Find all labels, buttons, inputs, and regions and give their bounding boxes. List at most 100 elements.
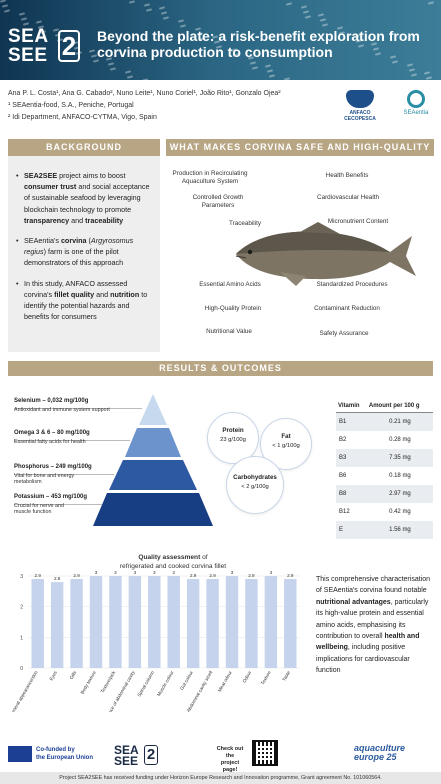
pyramid-divider [14,504,102,505]
bar-value-label: 3 [95,570,98,575]
omega-label: Omega 3 & 6 – 80 mg/100g Essential fatty … [14,430,90,445]
x-tick-label: Muscle colour [156,670,175,697]
bar [245,579,258,668]
qr-code-icon[interactable] [252,740,278,766]
x-tick-label: Spinal column [136,670,155,698]
benefit-ras: Production in Recirculating Aquaculture … [172,170,248,185]
vitamin-amount: 0.18 mg [389,472,411,479]
benefit-nutrition: Nutritional Value [206,328,252,335]
x-tick-label: Meat odour [217,670,233,693]
benefit-safety: Safety Assurance [319,330,369,337]
amount-col-header: Amount per 100 g [366,400,433,413]
vitamin-name: B3 [336,448,367,467]
y-tick-label: 0 [20,666,23,672]
vitamin-name: B12 [339,508,350,515]
pyramid-tier-potassium [93,493,213,526]
background-point-3: In this study, ANFACO assessed corvina's… [16,278,154,323]
fish-icon [235,222,416,286]
vitamin-col-header: Vitamin [336,400,367,413]
phosphorus-label: Phosphorus – 249 mg/100g Vital for bone a… [14,464,92,485]
background-point-2: SEAentia's corvina (Argyrosomus regius) … [16,235,154,269]
safety-heading: WHAT MAKES CORVINA SAFE AND HIGH-QUALITY [166,139,434,156]
quality-chart: 0 1 2 3 2.9 General appearance/skin 2.8 Eyes 2.9… [8,548,306,729]
funding-statement: Project SEA2SEE has received funding und… [0,772,441,784]
background-point-1: SEA2SEE project aims to boost consumer t… [16,170,154,226]
benefit-traceability: Traceability [229,220,261,227]
seaentia-logo: SEAentia [396,90,436,116]
vitamin-row: B12 0.42 mg [336,503,433,521]
x-tick-label: Taste [281,670,291,682]
conclusion-text: This comprehensive characterisation of S… [316,576,430,675]
bar-value-label: 3 [172,570,175,575]
bar [167,576,180,668]
bar-value-label: 3 [134,570,137,575]
bar-value-label: 2.9 [73,573,80,578]
bar-value-label: 3 [153,570,156,575]
anfaco-mark-icon [346,90,374,108]
bar-value-label: 3 [231,570,234,575]
bar [264,576,278,668]
seaentia-mark-icon [407,90,425,108]
bar-value-label: 2.9 [209,573,216,578]
x-tick-label: Gut colour [179,670,194,691]
bar [206,579,219,668]
y-tick-label: 1 [20,635,23,641]
x-tick-label: Odour [242,670,253,684]
y-tick-label: 3 [20,574,23,580]
x-tick-label: Body texture [80,670,97,695]
pyramid-tier-omega [125,428,181,457]
bar-value-label: 2.8 [54,576,61,581]
benefit-procedures: Standardized Procedures [316,281,388,288]
sea2see-logo: SEA SEE 2 [8,26,90,66]
vitamin-row: B8 2.97 mg [336,484,433,503]
potassium-label: Potassium – 453 mg/100g Crucial for nerve… [14,494,88,515]
vitamin-amount: 0.21 mg [366,412,433,431]
vitamin-row: B1 0.21 mg [336,412,433,431]
x-tick-label: Eyes [49,669,59,681]
x-tick-label: Texture/pick [100,669,117,693]
bar-value-label: 3 [114,570,117,575]
vitamin-row: E 1.56 mg [336,520,433,539]
checkout-label: Check out the project page! [216,746,244,773]
vitamin-table-header: Vitamin Amount per 100 g [336,400,433,413]
selenium-label: Selenium – 0,032 mg/100g Antioxidant and … [14,398,110,413]
bar-value-label: 3 [270,570,273,575]
carbohydrates-circle: Carbohydrates < 2 g/100g [226,456,284,514]
author-names: Ana P. L. Costa¹, Ana G. Cabado², Nuno L… [8,90,281,97]
vitamin-amount: 2.97 mg [366,484,433,503]
vitamin-name: E [336,520,367,539]
vitamin-table: Vitamin Amount per 100 g B1 0.21 mg B2 0.28 … [336,400,433,539]
x-tick-label: General appearance/skin [9,670,39,712]
benefit-micronutrient: Micronutrient Content [327,218,389,225]
y-tick-label: 2 [20,605,23,611]
bar [148,576,161,668]
bar-value-label: 2.9 [35,573,42,578]
vitamin-row: B2 0.28 mg [336,431,433,449]
vitamin-amount: 0.28 mg [389,436,411,443]
vitamin-amount: 7.35 mg [366,448,433,467]
results-heading: RESULTS & OUTCOMES [8,361,433,376]
benefit-health: Health Benefits [325,172,369,179]
authors-block: Ana P. L. Costa¹, Ana G. Cabado², Nuno L… [8,88,281,124]
pyramid-tier-selenium [139,394,167,425]
bar [128,576,142,668]
vitamin-name: B2 [339,436,347,443]
protein-circle: Protein 23 g/100g [207,412,259,464]
bar-value-label: 2.9 [287,573,294,578]
vitamin-row: B3 7.35 mg [336,448,433,467]
vitamin-name: B8 [336,484,367,503]
benefit-protein: High-Quality Protein [204,305,262,312]
vitamin-row: B6 0.18 mg [336,467,433,485]
vitamin-name: B6 [339,472,347,479]
benefit-amino-acids: Essential Amino Acids [199,281,261,288]
vitamin-name: B1 [336,412,367,431]
background-heading: BACKGROUND [8,139,160,156]
background-panel: SEA2SEE project aims to boost consumer t… [8,156,160,352]
pyramid-tier-phosphorus [109,460,197,490]
aquaculture-europe-logo: aquaculture europe 25 [354,743,406,762]
affiliation-1: ¹ SEAentia-food, S.A., Peniche, Portugal [8,102,134,109]
bar [284,579,297,668]
